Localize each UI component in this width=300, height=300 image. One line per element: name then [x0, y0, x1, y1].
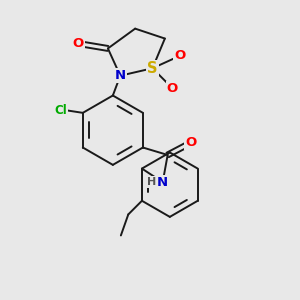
Text: N: N	[115, 69, 126, 82]
Text: O: O	[167, 82, 178, 94]
Text: O: O	[186, 136, 197, 149]
Text: Cl: Cl	[54, 104, 67, 117]
Text: O: O	[174, 50, 185, 62]
Text: O: O	[73, 37, 84, 50]
Text: S: S	[147, 61, 158, 76]
Text: N: N	[157, 176, 168, 189]
Text: H: H	[147, 177, 156, 187]
